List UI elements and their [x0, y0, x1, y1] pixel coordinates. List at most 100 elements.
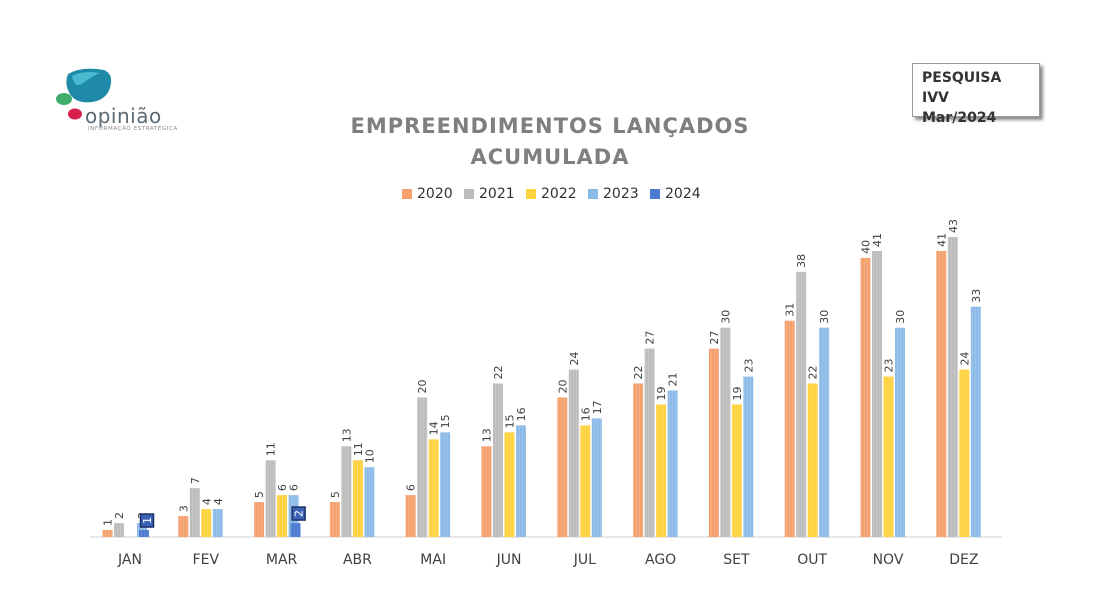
bar-texture-2021-jul: [568, 369, 579, 537]
data-label-2022-mar: 6: [276, 484, 289, 491]
data-label-2022-dez: 24: [958, 352, 971, 366]
data-label-2023-out: 30: [818, 310, 831, 324]
bar-texture-2022-set: [731, 404, 742, 537]
data-label-2023-mar: 6: [288, 484, 301, 491]
bar-texture-2022-mar: [277, 495, 288, 537]
survey-badge: PESQUISA IVV Mar/2024: [912, 63, 1040, 126]
data-label-2021-abr: 13: [340, 428, 353, 442]
chart-title-line-1: EMPREENDIMENTOS LANÇADOS: [350, 114, 750, 138]
bar-texture-2022-ago: [656, 404, 667, 537]
data-label-2022-ago: 19: [655, 386, 668, 400]
bar-texture-2020-jul: [557, 397, 568, 537]
bar-texture-2020-set: [708, 348, 719, 537]
x-tick-label-mar: MAR: [266, 552, 298, 568]
data-label-2020-set: 27: [708, 331, 721, 345]
badge-line-2: Mar/2024: [922, 110, 997, 126]
x-tick-label-ago: AGO: [645, 552, 676, 568]
data-label-2022-abr: 11: [352, 442, 365, 456]
bar-texture-2021-fev: [189, 488, 200, 537]
bar-texture-2022-dez: [959, 369, 970, 537]
data-label-2020-dez: 41: [935, 233, 948, 247]
x-tick-label-fev: FEV: [193, 552, 220, 568]
legend-swatch-2022: [526, 189, 536, 199]
data-label-2023-nov: 30: [894, 310, 907, 324]
x-tick-label-mai: MAI: [420, 552, 446, 568]
legend-label-2023: 2023: [603, 186, 639, 202]
data-label-2023-ago: 21: [667, 372, 680, 386]
legend-swatch-2021: [464, 189, 474, 199]
bar-texture-2020-mar: [254, 502, 265, 537]
bar-texture-2020-dez: [936, 250, 947, 537]
data-label-2022-jul: 16: [579, 407, 592, 421]
logo-wordmark: opinião: [85, 104, 162, 128]
bar-texture-2021-mai: [417, 397, 428, 537]
x-tick-label-jun: JUN: [496, 552, 522, 568]
data-label-2022-set: 19: [731, 386, 744, 400]
data-label-2020-fev: 3: [177, 505, 190, 512]
x-tick-label-set: SET: [723, 552, 750, 568]
data-label-2020-mar: 5: [253, 491, 266, 498]
bar-texture-2021-abr: [341, 446, 352, 537]
data-label-2022-mai: 14: [428, 421, 441, 435]
data-label-2020-nov: 40: [860, 240, 873, 254]
data-label-2021-mar: 11: [265, 442, 278, 456]
bar-texture-2022-abr: [352, 460, 363, 537]
logo-mark-icon: [56, 68, 112, 120]
bar-texture-2021-jun: [493, 383, 503, 537]
data-label-2021-nov: 41: [871, 233, 884, 247]
data-label-2023-jun: 16: [515, 407, 528, 421]
bar-texture-2022-mai: [428, 439, 439, 537]
bar-texture-2020-fev: [178, 516, 189, 537]
bar-texture-2023-dez: [970, 306, 981, 537]
bar-texture-2020-ago: [633, 383, 644, 537]
data-label-2021-out: 38: [795, 254, 808, 268]
bar-texture-2020-abr: [329, 502, 340, 537]
legend-item-2022: 2022: [526, 186, 577, 202]
logo-tagline: INFORMAÇÃO ESTRATÉGICA: [88, 126, 178, 132]
data-label-2021-jan: 2: [113, 512, 126, 519]
x-tick-label-dez: DEZ: [949, 552, 978, 568]
data-label-2023-abr: 10: [363, 449, 376, 463]
data-label-2021-jun: 22: [492, 366, 505, 380]
data-label-2020-mai: 6: [405, 484, 418, 491]
data-label-2023-dez: 33: [970, 289, 983, 303]
data-label-2021-dez: 43: [947, 219, 960, 233]
bar-texture-2021-ago: [644, 348, 655, 537]
bar-texture-2023-nov: [895, 327, 905, 537]
bar-texture-2020-jan: [102, 530, 113, 537]
data-label-2023-fev: 4: [212, 498, 225, 505]
legend-swatch-2023: [588, 189, 598, 199]
data-label-2023-jul: 17: [591, 400, 604, 414]
bar-texture-2020-jun: [481, 446, 492, 537]
bar-texture-2021-set: [720, 327, 731, 537]
chart-title-line-2: ACUMULADA: [470, 145, 630, 169]
data-label-2020-ago: 22: [632, 366, 645, 380]
x-tick-label-abr: ABR: [343, 552, 372, 568]
bar-texture-2022-fev: [201, 509, 212, 537]
legend-swatch-2020: [402, 189, 412, 199]
data-label-2023-set: 23: [742, 359, 755, 373]
bar-texture-2020-mai: [405, 495, 416, 537]
bar-texture-2022-nov: [883, 376, 894, 537]
data-label-2020-out: 31: [784, 303, 797, 317]
bar-texture-2022-jun: [504, 432, 515, 537]
legend-label-2024: 2024: [665, 186, 701, 202]
legend-item-2020: 2020: [402, 186, 453, 202]
x-tick-label-out: OUT: [797, 552, 827, 568]
bar-texture-2023-abr: [364, 467, 375, 537]
legend-item-2023: 2023: [588, 186, 639, 202]
bar-texture-2023-jul: [591, 418, 602, 537]
data-label-2022-nov: 23: [883, 359, 896, 373]
data-label-box-2024-mar: [291, 506, 306, 521]
bar-texture-2023-ago: [667, 390, 678, 537]
data-label-2020-jul: 20: [556, 379, 569, 393]
legend-swatch-2024: [650, 189, 660, 199]
bar-texture-2021-nov: [872, 250, 882, 537]
badge-line-1: PESQUISA IVV: [922, 70, 1002, 106]
data-label-2022-jun: 15: [504, 414, 517, 428]
bar-texture-2023-fev: [212, 509, 223, 537]
data-label-2021-ago: 27: [644, 331, 657, 345]
data-label-2022-fev: 4: [200, 498, 213, 505]
data-label-2024-jan: 1: [141, 517, 154, 524]
